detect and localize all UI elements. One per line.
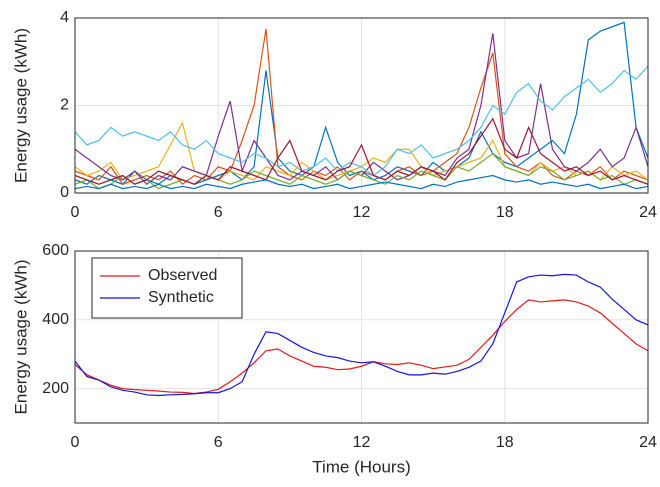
x-tick-label: 6 bbox=[214, 434, 223, 451]
y-tick-label: 200 bbox=[42, 380, 69, 397]
y-axis-label: Energy usage (kWh) bbox=[11, 260, 30, 415]
y-tick-label: 600 bbox=[42, 242, 69, 259]
series-line bbox=[75, 65, 648, 177]
x-tick-label: 12 bbox=[353, 204, 371, 221]
plot-area bbox=[75, 21, 648, 190]
y-axis-label: Energy usage (kWh) bbox=[11, 28, 30, 183]
series-line bbox=[75, 273, 648, 397]
x-tick-label: 18 bbox=[496, 204, 514, 221]
x-tick-label: 0 bbox=[71, 434, 80, 451]
series-line bbox=[75, 117, 648, 185]
y-tick-label: 4 bbox=[60, 9, 69, 26]
legend-box bbox=[91, 257, 243, 319]
series-line bbox=[75, 174, 648, 190]
plot-area bbox=[75, 273, 648, 397]
axes-frame bbox=[74, 250, 649, 424]
axes-frame bbox=[74, 17, 649, 194]
x-tick-label: 24 bbox=[639, 204, 657, 221]
series-line bbox=[75, 299, 648, 395]
x-tick-label: 18 bbox=[496, 434, 514, 451]
x-tick-label: 12 bbox=[353, 434, 371, 451]
legend-label: Observed bbox=[148, 267, 217, 284]
x-axis-label: Time (Hours) bbox=[312, 457, 411, 476]
y-tick-label: 0 bbox=[60, 184, 69, 201]
x-tick-label: 24 bbox=[639, 434, 657, 451]
series-line bbox=[75, 28, 648, 186]
legend-label: Synthetic bbox=[148, 289, 214, 306]
y-tick-label: 400 bbox=[42, 311, 69, 328]
x-tick-label: 6 bbox=[214, 204, 223, 221]
x-tick-label: 0 bbox=[71, 204, 80, 221]
y-tick-label: 2 bbox=[60, 97, 69, 114]
series-line bbox=[75, 152, 648, 190]
